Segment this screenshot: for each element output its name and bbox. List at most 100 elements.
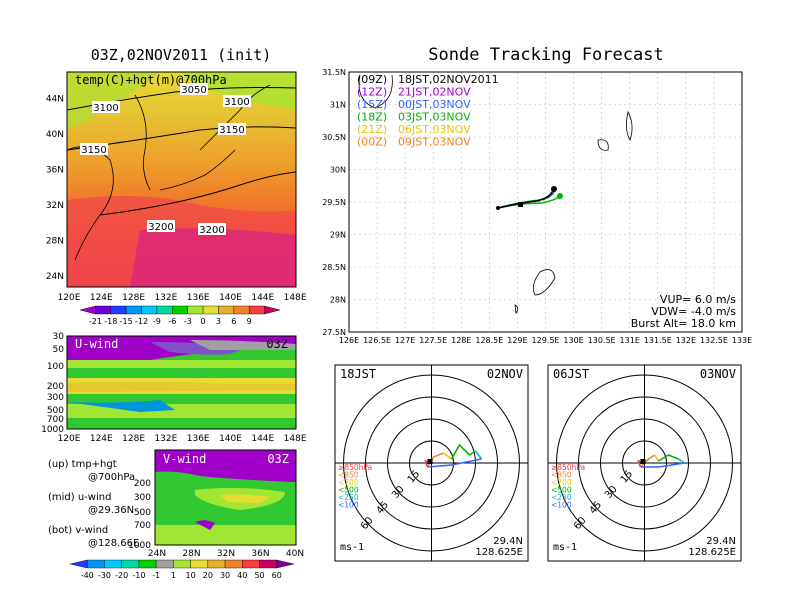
colorbar-swatch: [276, 559, 295, 569]
pressure-tick: 500: [47, 406, 64, 416]
colorbar-label: -15: [120, 317, 133, 326]
contour-labels: 3050 3100 3100 3150 3150 3200 3200: [80, 83, 251, 236]
lat-tick: 24N: [148, 549, 166, 559]
contour-label: 3100: [93, 103, 118, 114]
v-wind-time: 03Z: [267, 452, 289, 466]
lat-tick: 28N: [46, 237, 64, 247]
colorbar-swatch: [95, 305, 111, 315]
hodo-origin: [427, 459, 433, 464]
lon-tick: 126E: [339, 336, 359, 345]
lon-tick: 132E: [154, 293, 177, 303]
lon-tick: 131.5E: [644, 336, 672, 345]
legend-text: 06JST,03NOV: [398, 123, 471, 136]
colorbar-swatch: [79, 305, 96, 315]
lat-tick: 28N: [330, 296, 346, 305]
legend-code: (21Z): [357, 123, 387, 136]
lon-tick: 126.5E: [363, 336, 391, 345]
hodo-lat: 29.4N: [706, 536, 736, 547]
colorbar-swatch: [172, 305, 188, 315]
lat-tick: 36N: [46, 166, 64, 176]
lat-tick: 30N: [330, 166, 346, 175]
colorbar-label: -10: [132, 571, 145, 580]
param-line: VDW= -4.0 m/s: [651, 305, 736, 318]
hodo-lat: 29.4N: [493, 536, 523, 547]
legend-text: 18JST,02NOV2011: [398, 73, 499, 86]
colorbar-swatch: [104, 559, 122, 569]
colorbar-label: -18: [104, 317, 117, 326]
colorbar-swatch: [218, 305, 235, 315]
hodo-trace: [427, 458, 482, 468]
colorbar-label: 60: [272, 571, 282, 580]
colorbar-swatch: [190, 559, 209, 569]
lon-tick: 148E: [284, 293, 307, 303]
legend-code: (00Z): [357, 136, 387, 149]
colorbar-label: -20: [115, 571, 128, 580]
pressure-tick: 30: [53, 332, 65, 342]
lon-tick: 120E: [58, 293, 81, 303]
legend-code: (09Z): [357, 73, 387, 86]
hodo-trace: [678, 458, 685, 464]
hodo-date: 03NOV: [700, 367, 736, 381]
legend-code: (18Z): [357, 111, 387, 124]
lat-tick-labels: 27.5N 28N 28.5N 29N 29.5N 30N 30.5N 31N 31.5N: [322, 68, 346, 337]
contour-label: 3050: [181, 85, 206, 96]
lon-tick: 132.5E: [700, 336, 728, 345]
colorbar-label: -6: [168, 317, 176, 326]
colorbar-swatch: [187, 305, 204, 315]
wind-colorbar: -40 -30 -20 -10 -1 1 10 20 30 40 50 60: [69, 559, 295, 580]
legend-code: (15Z): [357, 98, 387, 111]
lon-tick: 124E: [90, 293, 113, 303]
colorbar-label: 0: [201, 317, 206, 326]
pressure-tick: 700: [47, 415, 64, 425]
lon-tick: 129E: [507, 336, 527, 345]
colorbar-label: 6: [231, 317, 236, 326]
colorbar-label: 3: [216, 317, 221, 326]
colorbar-swatch: [125, 305, 142, 315]
hodo-date: 02NOV: [487, 367, 523, 381]
hodo-level-label: <700: [338, 478, 359, 487]
pressure-tick-labels: 200 300 500 700 1000: [128, 479, 151, 551]
hodo-level-label: <100: [551, 501, 572, 510]
lat-tick: 32N: [217, 549, 235, 559]
lat-tick: 28.5N: [322, 263, 346, 272]
v-wind-label: V-wind: [163, 452, 206, 466]
hodo-unit: ms-1: [553, 542, 577, 553]
hodo-level-label: ≥850hPa: [338, 463, 372, 472]
pressure-tick: 200: [47, 382, 64, 392]
lon-tick: 128E: [122, 434, 145, 444]
colorbar-label: 1: [171, 571, 176, 580]
temp-colorbar: -21 -18 -15 -12 -9 -6 -3 0 3 6 9: [79, 305, 281, 326]
colorbar-swatch: [87, 559, 105, 569]
hodo-level-label: <850: [338, 471, 359, 480]
note-line: @128.66E: [88, 538, 139, 549]
lat-tick: 29.5N: [322, 198, 346, 207]
colorbar-label: 40: [237, 571, 247, 580]
colorbar-swatch: [155, 559, 174, 569]
colorbar-label: -3: [184, 317, 192, 326]
legend-text: 21JST,02NOV: [398, 86, 471, 99]
colorbar-label: -21: [89, 317, 102, 326]
colorbar-swatch: [173, 559, 191, 569]
left-title: 03Z,02NOV2011 (init): [91, 46, 272, 64]
lat-tick: 32N: [46, 201, 64, 211]
colorbar-swatch: [121, 559, 140, 569]
legend-text: 03JST,03NOV: [398, 111, 471, 124]
pressure-tick: 300: [47, 393, 64, 403]
colorbar-label: -9: [153, 317, 161, 326]
lon-tick: 136E: [187, 293, 210, 303]
contour-label: 3100: [224, 97, 249, 108]
lon-tick: 130.5E: [588, 336, 616, 345]
lon-tick: 131E: [620, 336, 640, 345]
lon-tick: 128E: [451, 336, 471, 345]
u-wind-time: 03Z: [266, 337, 288, 351]
lat-tick: 29N: [330, 231, 346, 240]
hodo-level-label: <250: [551, 493, 572, 502]
hodo-level-label: <100: [338, 501, 359, 510]
colorbar-label: 10: [186, 571, 196, 580]
colorbar-swatch: [224, 559, 243, 569]
